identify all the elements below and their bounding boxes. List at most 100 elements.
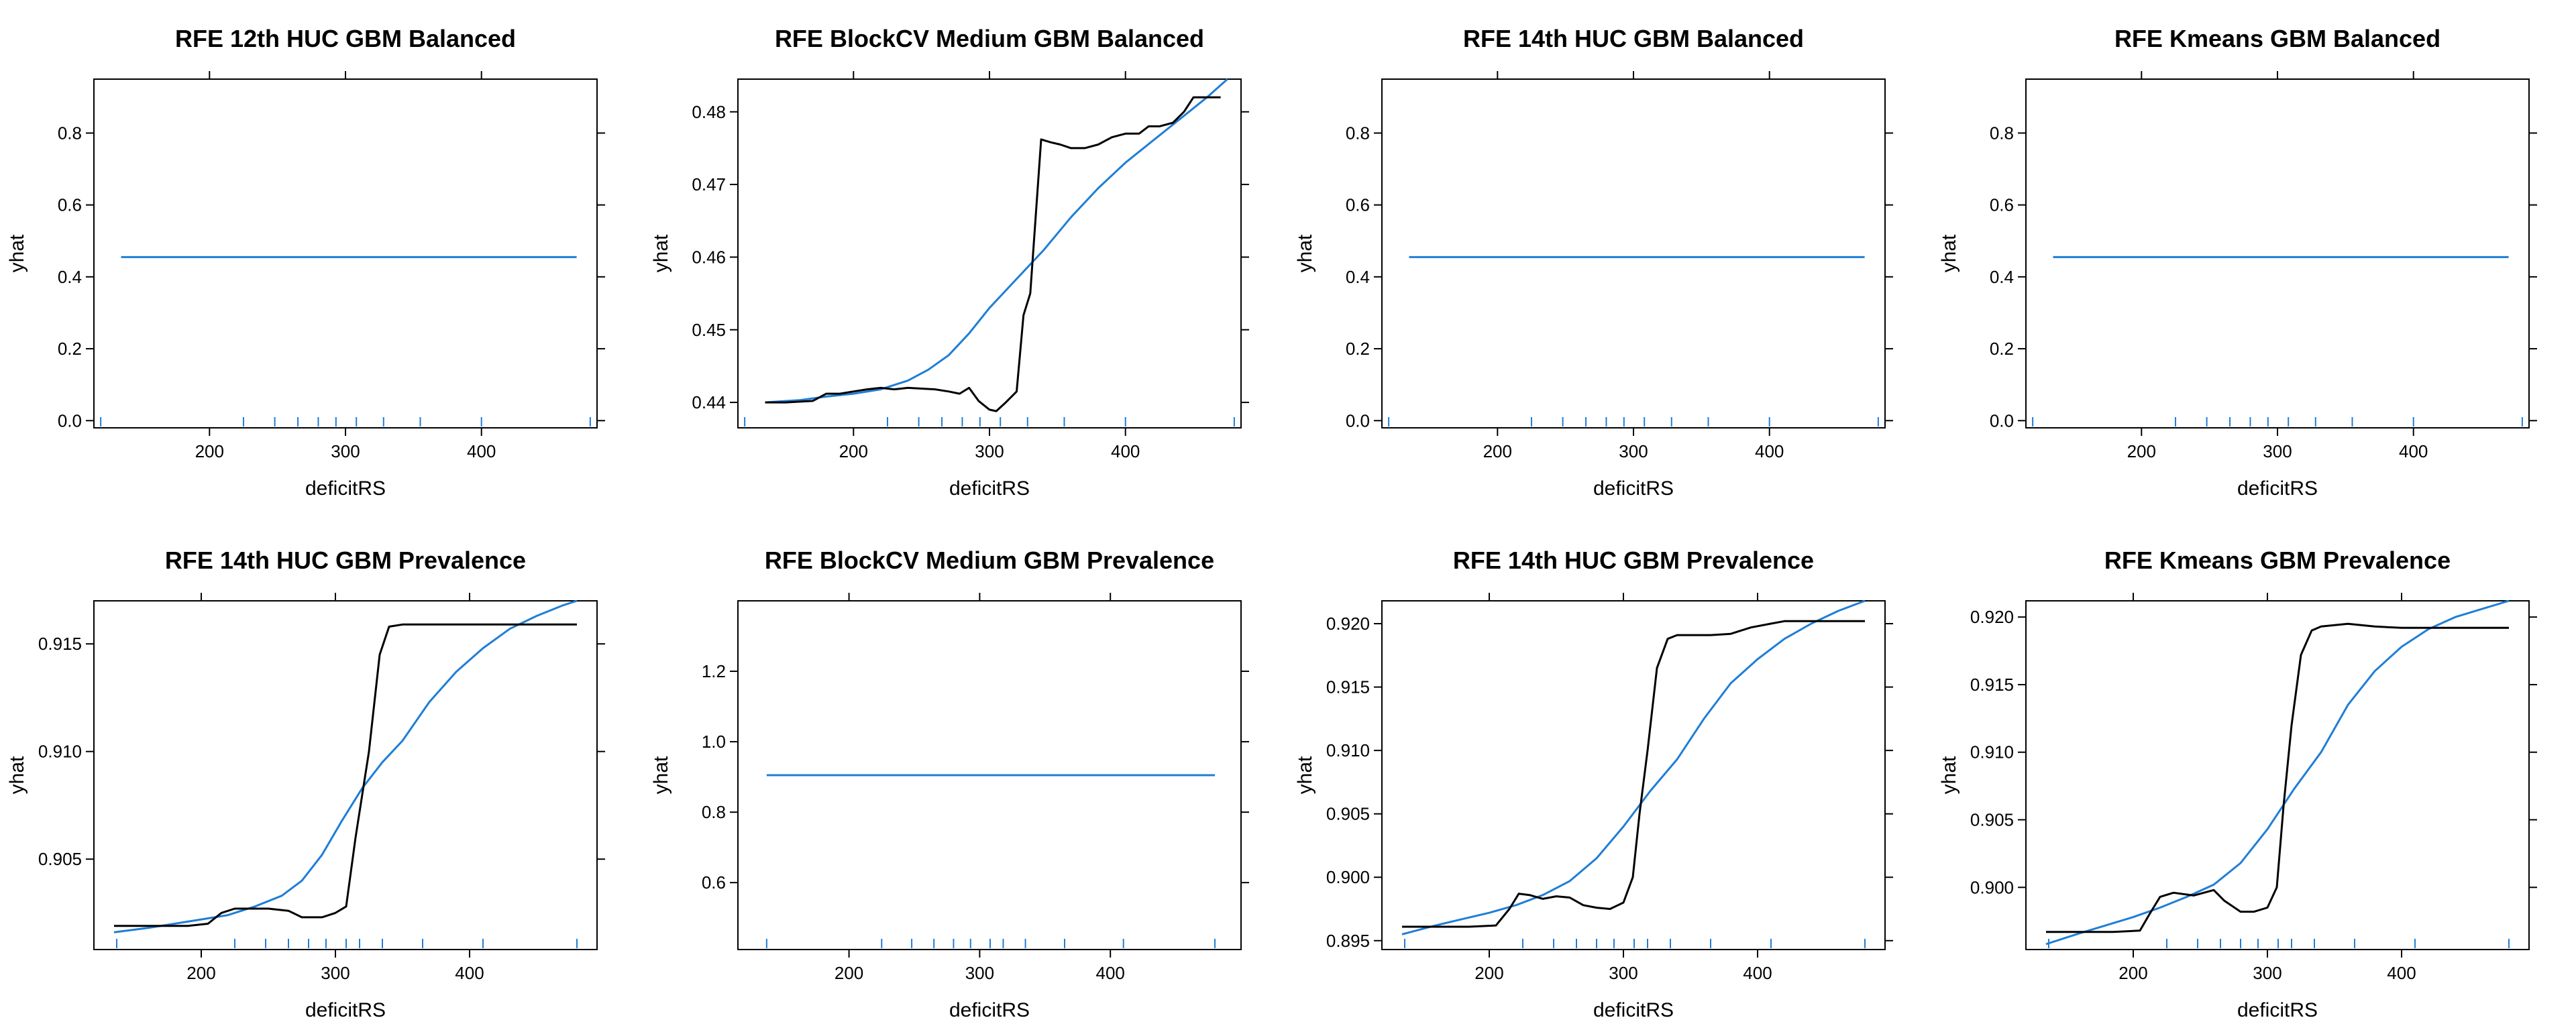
panel-1-pdp-line [765,96,1221,412]
panel-1-y-tick-label: 0.48 [692,102,726,122]
panel-6-x-tick-label: 300 [1609,963,1638,983]
panel-0-y-tick-label: 0.8 [58,123,82,143]
panel-3-y-tick-label: 0.4 [1990,267,2014,287]
panel-6-y-tick-label: 0.915 [1326,677,1370,697]
panel-2-y-tick-label: 0.8 [1346,123,1370,143]
panel-1-smooth-line [765,78,1228,404]
panel-6-y-tick-label: 0.920 [1326,614,1370,634]
panel-5-frame [737,600,1242,950]
panel-7-y-tick-label: 0.920 [1970,607,2014,627]
panel-6-title: RFE 14th HUC GBM Prevalence [1453,547,1814,574]
panel-5-x-tick-label: 300 [965,963,994,983]
panel-7-title: RFE Kmeans GBM Prevalence [2104,547,2451,574]
panel-6-y-axis-label: yhat [1294,756,1316,794]
panel-5-y-tick-label: 1.0 [702,732,726,752]
panel-7-y-tick-label: 0.910 [1970,742,2014,762]
panel-3-y-tick-label: 0.0 [1990,410,2014,431]
panel-7-x-tick-label: 200 [2118,963,2147,983]
panel-4-y-axis-label: yhat [6,756,28,794]
panel-2-x-tick-label: 200 [1483,441,1512,461]
panel-3-x-tick-label: 400 [2399,441,2428,461]
panel-5-y-tick-label: 0.6 [702,872,726,893]
panel-2-x-tick-label: 400 [1755,441,1784,461]
panel-7-x-axis-label: deficitRS [2237,999,2318,1021]
panel-2-y-tick-label: 0.4 [1346,267,1370,287]
panel-4-x-tick-label: 300 [321,963,350,983]
panel-6-x-axis-label: deficitRS [1593,999,1674,1021]
panel-0-y-tick-label: 0.6 [58,195,82,215]
panel-4-y-tick-label: 0.905 [38,849,82,869]
panel-4-x-axis-label: deficitRS [305,999,386,1021]
panel-0-y-tick-label: 0.0 [58,410,82,431]
panel-4-title: RFE 14th HUC GBM Prevalence [165,547,526,574]
panel-6-y-tick-label: 0.895 [1326,931,1370,951]
panel-1-y-tick-label: 0.44 [692,392,726,412]
panel-7-pdp-line [2046,622,2509,933]
panel-1-x-tick-label: 300 [975,441,1004,461]
panel-0-title: RFE 12th HUC GBM Balanced [175,25,516,52]
panel-0-x-tick-label: 300 [331,441,360,461]
panel-2-x-axis-label: deficitRS [1593,477,1674,500]
panel-3-x-axis-label: deficitRS [2237,477,2318,500]
panel-4-smooth-line [113,599,578,933]
panel-1-y-tick-label: 0.47 [692,174,726,194]
panel-5-y-axis-label: yhat [650,756,672,794]
panel-6-x-tick-label: 200 [1474,963,1503,983]
panel-4-frame [93,600,598,950]
panel-3-x-tick-label: 300 [2263,441,2292,461]
panel-1-y-axis-label: yhat [650,234,672,272]
panel-4-x-tick-label: 200 [186,963,215,983]
panel-7-y-tick-label: 0.905 [1970,810,2014,830]
panel-5-title: RFE BlockCV Medium GBM Prevalence [765,547,1214,574]
panel-3-y-axis-label: yhat [1938,234,1960,272]
panel-6-smooth-line [1401,599,1866,935]
panel-2-title: RFE 14th HUC GBM Balanced [1463,25,1804,52]
panel-6-frame [1381,600,1886,950]
panel-4-x-tick-label: 400 [455,963,484,983]
panel-0-y-tick-label: 0.4 [58,267,82,287]
panel-3-y-tick-label: 0.2 [1990,339,2014,359]
panel-3-y-tick-label: 0.6 [1990,195,2014,215]
panel-0-x-axis-label: deficitRS [305,477,386,500]
panel-5-x-tick-label: 200 [835,963,863,983]
panel-5-x-tick-label: 400 [1095,963,1124,983]
panel-5-y-tick-label: 0.8 [702,802,726,822]
panel-2-frame [1381,78,1886,428]
panel-1-x-axis-label: deficitRS [949,477,1030,500]
panel-4-y-tick-label: 0.915 [38,634,82,654]
panel-7-smooth-line [2045,599,2510,946]
panel-3-x-tick-label: 200 [2127,441,2156,461]
panel-1-y-tick-label: 0.46 [692,247,726,267]
panel-6-pdp-line [1402,620,1865,928]
panel-5-y-tick-label: 1.2 [702,661,726,681]
panel-7-y-tick-label: 0.915 [1970,675,2014,695]
panel-5-x-axis-label: deficitRS [949,999,1030,1021]
panel-7-x-tick-label: 300 [2253,963,2282,983]
panel-7-y-tick-label: 0.900 [1970,877,2014,897]
panel-2-y-tick-label: 0.6 [1346,195,1370,215]
panel-4-pdp-line [114,623,577,927]
panel-6-y-tick-label: 0.905 [1326,804,1370,824]
panel-3-y-tick-label: 0.8 [1990,123,2014,143]
panel-1-x-tick-label: 200 [839,441,868,461]
panel-7-x-tick-label: 400 [2387,963,2416,983]
panel-0-x-tick-label: 400 [467,441,496,461]
panel-2-y-tick-label: 0.0 [1346,410,1370,431]
panel-1-x-tick-label: 400 [1111,441,1140,461]
panel-0-x-tick-label: 200 [195,441,224,461]
panel-0-y-tick-label: 0.2 [58,339,82,359]
panel-0-y-axis-label: yhat [6,234,28,272]
panel-3-title: RFE Kmeans GBM Balanced [2114,25,2440,52]
panel-6-x-tick-label: 400 [1743,963,1772,983]
panel-2-x-tick-label: 300 [1619,441,1648,461]
panel-2-y-tick-label: 0.2 [1346,339,1370,359]
panel-4-y-tick-label: 0.910 [38,742,82,762]
panel-1-title: RFE BlockCV Medium GBM Balanced [775,25,1204,52]
panel-6-y-tick-label: 0.900 [1326,867,1370,887]
panel-7-y-axis-label: yhat [1938,756,1960,794]
panel-0-frame [93,78,598,428]
panel-2-y-axis-label: yhat [1294,234,1316,272]
panel-6-y-tick-label: 0.910 [1326,740,1370,760]
panel-3-frame [2025,78,2530,428]
